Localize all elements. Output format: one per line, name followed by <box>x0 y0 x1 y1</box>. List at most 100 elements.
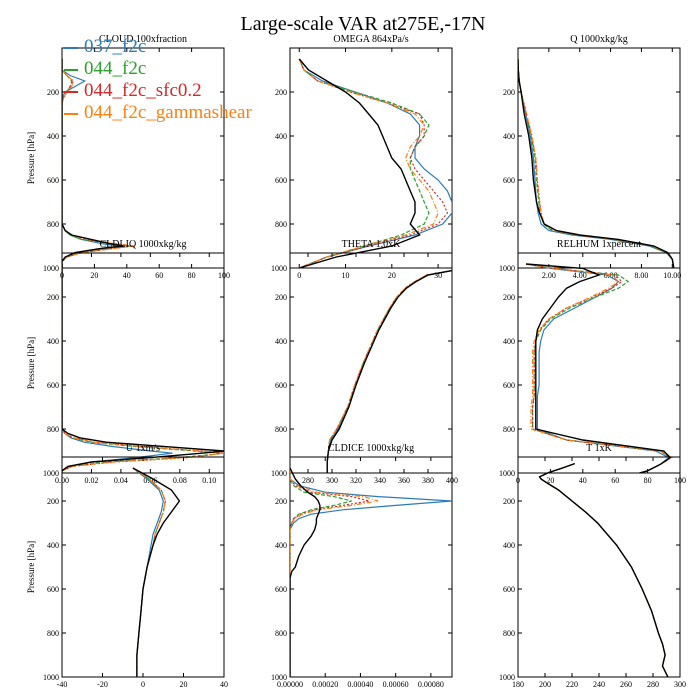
panel-frame <box>289 47 453 269</box>
x-tick-label: 60 <box>155 271 163 280</box>
series-line-2 <box>62 264 224 473</box>
series-line-4 <box>62 59 135 268</box>
y-tick-label: 600 <box>47 381 59 390</box>
y-tick-label: 200 <box>47 497 59 506</box>
series-lines <box>62 59 135 268</box>
x-tick-label: 0.02 <box>84 476 98 485</box>
legend-swatch-4 <box>64 112 78 115</box>
x-tick-label: 2.00 <box>542 271 556 280</box>
legend-item-1: 037_f2c <box>64 36 252 58</box>
legend-item-3: 044_f2c_sfc0.2 <box>64 80 252 102</box>
series-line-5 <box>538 462 669 677</box>
y-tick-label: 200 <box>47 293 59 302</box>
y-tick-label: 1000 <box>43 673 59 682</box>
series-line-5 <box>62 264 224 473</box>
x-tick-label: 30 <box>434 271 442 280</box>
x-tick-label: 280 <box>302 476 314 485</box>
figure-title: Large-scale VAR at275E,-17N <box>241 13 486 35</box>
y-tick-label: 400 <box>275 541 287 550</box>
x-tick-label: 0.00020 <box>312 680 338 689</box>
x-tick-label: 10.00 <box>663 271 681 280</box>
series-line-4 <box>290 468 379 677</box>
series-lines <box>518 58 675 268</box>
x-tick-label: 0.08 <box>173 476 187 485</box>
panel-3: Q 1000xkg/kg 200 400 600 800 1000 2.00 4.00 6.00… <box>499 34 681 280</box>
series-line-1 <box>290 468 452 677</box>
series-lines <box>290 467 452 677</box>
x-tick-label: 4.00 <box>573 271 587 280</box>
y-tick-label: 200 <box>275 497 287 506</box>
x-tick-label: 0 <box>297 271 301 280</box>
x-tick-label: 0.00060 <box>383 680 409 689</box>
x-tick-label: 300 <box>326 476 338 485</box>
y-tick-label: 800 <box>503 629 515 638</box>
series-line-5 <box>290 467 321 677</box>
series-lines <box>538 462 669 677</box>
y-tick-label: 600 <box>47 176 59 185</box>
x-tick-label: 20 <box>546 476 554 485</box>
series-line-5 <box>526 263 672 473</box>
x-tick-label: 180 <box>512 680 524 689</box>
series-line-5 <box>326 269 452 473</box>
series-line-1 <box>298 58 452 268</box>
x-tick-label: 0.00080 <box>418 680 444 689</box>
x-tick-label: 0 <box>141 680 145 689</box>
y-tick-label: 600 <box>503 585 515 594</box>
x-tick-label: 20 <box>388 271 396 280</box>
x-tick-label: 20 <box>180 680 188 689</box>
y-tick-label: 400 <box>47 541 59 550</box>
series-line-5 <box>132 467 181 677</box>
series-line-2 <box>290 468 352 677</box>
panel-8: CLDICE 1000xkg/kg20040060080010000.00000… <box>271 443 453 689</box>
y-tick-label: 400 <box>503 132 515 141</box>
y-tick-label: 400 <box>47 337 59 346</box>
y-tick-label: 1000 <box>271 469 287 478</box>
x-tick-label: 320 <box>350 476 362 485</box>
legend-swatch-2 <box>64 68 78 71</box>
y-tick-label: 600 <box>47 585 59 594</box>
y-tick-label: 400 <box>503 541 515 550</box>
series-lines <box>326 269 452 473</box>
y-tick-label: 600 <box>503 176 515 185</box>
y-tick-label: 1000 <box>499 469 515 478</box>
y-tick-label: 200 <box>503 88 515 97</box>
x-tick-label: 40 <box>220 680 228 689</box>
y-tick-label: 800 <box>47 425 59 434</box>
series-line-4 <box>62 264 224 473</box>
legend-label-4: 044_f2c_gammashear <box>84 102 252 123</box>
y-tick-label: 600 <box>275 585 287 594</box>
series-line-1 <box>62 264 173 473</box>
series-line-3 <box>62 264 224 473</box>
x-tick-label: 300 <box>674 680 686 689</box>
series-line-3 <box>290 468 370 677</box>
x-tick-label: 200 <box>539 680 551 689</box>
y-tick-label: 1000 <box>271 673 287 682</box>
series-line-5 <box>298 58 421 268</box>
x-tick-label: 8.00 <box>634 271 648 280</box>
panel-title: U 1xm/s <box>126 443 160 454</box>
y-tick-label: 400 <box>275 337 287 346</box>
panel-title: OMEGA 864xPa/s <box>333 34 408 45</box>
x-tick-label: 20 <box>90 271 98 280</box>
x-tick-label: 80 <box>188 271 196 280</box>
series-line-3 <box>526 263 672 473</box>
x-tick-label: 40 <box>123 271 131 280</box>
panel-title: Q 1000xkg/kg <box>570 34 628 45</box>
y-tick-label: 800 <box>47 629 59 638</box>
x-tick-label: 340 <box>374 476 386 485</box>
y-axis-label: Pressure [hPa] <box>26 337 36 389</box>
series-line-5 <box>518 58 675 268</box>
y-tick-label: 1000 <box>499 264 515 273</box>
y-tick-label: 1000 <box>271 264 287 273</box>
legend: 037_f2c 044_f2c 044_f2c_sfc0.2 044_f2c_g… <box>64 36 252 124</box>
series-line-4 <box>132 467 166 677</box>
y-axis-label: Pressure [hPa] <box>26 132 36 184</box>
legend-item-4: 044_f2c_gammashear <box>64 102 252 124</box>
x-tick-label: -40 <box>57 680 68 689</box>
x-tick-label: 60 <box>611 476 619 485</box>
series-line-2 <box>538 463 669 677</box>
